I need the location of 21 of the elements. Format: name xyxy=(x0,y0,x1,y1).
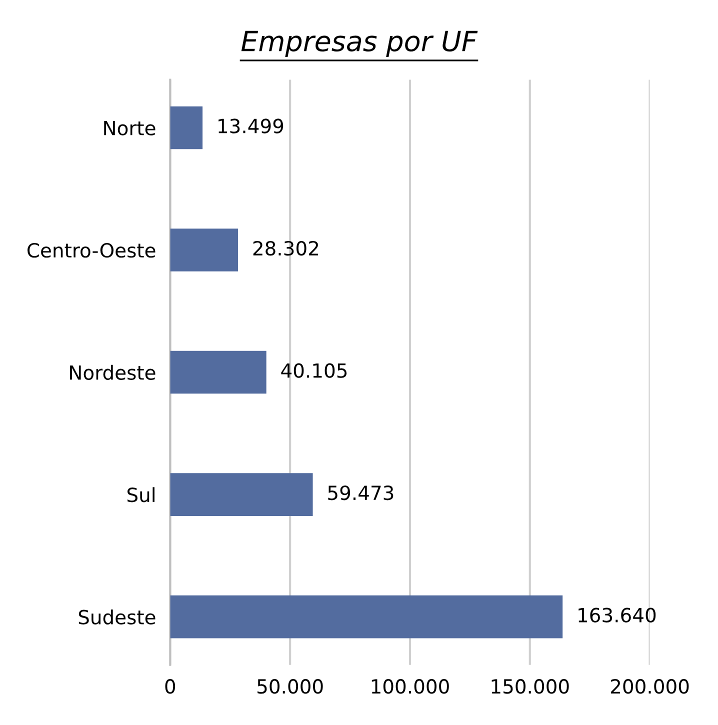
data-label: 13.499 xyxy=(218,118,284,134)
bar xyxy=(170,473,313,516)
y-tick-label: Centro-Oeste xyxy=(28,242,156,258)
x-tick-label: 100.000 xyxy=(372,679,449,694)
data-label: 59.473 xyxy=(328,485,394,500)
x-tick-label: 50.000 xyxy=(258,679,323,694)
y-tick-label: Sul xyxy=(127,487,154,502)
data-label: 163.640 xyxy=(578,608,656,622)
chart-title: Empresas por UF xyxy=(241,30,478,57)
bar xyxy=(170,106,203,150)
x-tick-label: 200.000 xyxy=(611,679,689,694)
bar xyxy=(170,350,266,394)
y-tick-label: Nordeste xyxy=(70,364,156,380)
bar xyxy=(170,228,238,272)
x-tick-label: 150.000 xyxy=(492,679,569,694)
y-tick-label: Norte xyxy=(104,120,156,136)
data-label: 28.302 xyxy=(253,240,318,256)
bar xyxy=(170,595,563,638)
data-label: 40.105 xyxy=(281,363,347,378)
x-tick-label: 0 xyxy=(165,679,176,694)
y-tick-label: Sudeste xyxy=(78,609,156,624)
